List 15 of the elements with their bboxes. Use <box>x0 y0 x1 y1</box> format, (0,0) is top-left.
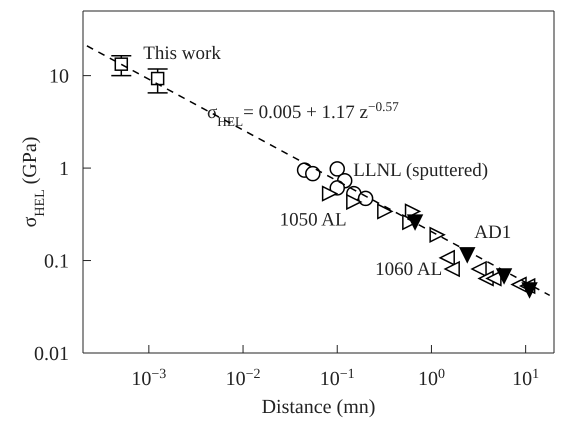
y-tick-label: 1 <box>59 158 69 180</box>
x-tick-label: 10$^{−2}$ <box>226 366 260 390</box>
x-axis-title: Distance (mn) <box>262 396 376 418</box>
series-label: This work <box>143 43 222 64</box>
y-tick-label: 0.01 <box>34 343 69 365</box>
y-tick-label: 10 <box>49 66 69 88</box>
y-tick-label: 0.1 <box>44 250 69 273</box>
series-label: 1050 AL <box>280 210 347 231</box>
x-tick-label: 10$^{−1}$ <box>320 366 355 390</box>
x-tick-label: 10$^{−3}$ <box>131 366 166 390</box>
series-label: AD1 <box>474 222 512 243</box>
x-tick-label: 10$^{0}$ <box>418 366 445 390</box>
x-tick-label: 10$^{1}$ <box>512 366 540 390</box>
series-label: LLNL (sputtered) <box>353 160 488 181</box>
series-label: 1060 AL <box>375 258 442 280</box>
